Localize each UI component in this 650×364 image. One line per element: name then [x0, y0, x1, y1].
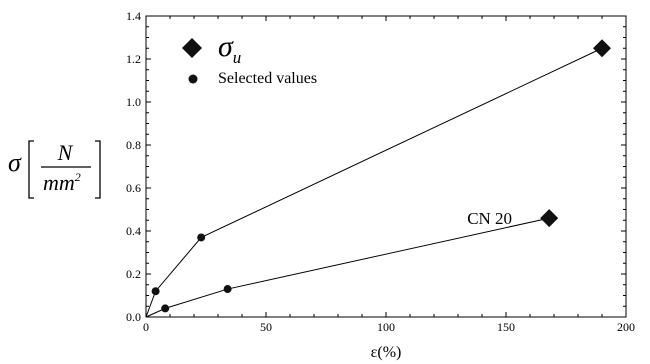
legend-marker-circle: [188, 74, 198, 84]
data-point-circle: [161, 304, 170, 313]
y-tick-label: 1.0: [126, 95, 141, 109]
data-point-circle: [223, 285, 232, 294]
series-vx-5: VX 5: [145, 39, 611, 318]
legend-label-selected-values: Selected values: [218, 70, 317, 87]
data-point-diamond: [540, 209, 559, 228]
y-tick-label: 0.8: [126, 138, 141, 152]
y-axis-label-exponent: 2: [75, 170, 81, 184]
y-axis-label-numerator: N: [57, 140, 74, 165]
x-tick-label: 0: [143, 320, 149, 334]
x-tick-label: 50: [260, 320, 272, 334]
data-point-diamond: [593, 39, 611, 58]
legend-diamond-shape: [182, 38, 202, 58]
series-cn-20: CN 20: [145, 209, 559, 318]
y-tick-label: 1.4: [126, 9, 141, 23]
y-axis-label-denominator-base: mm: [43, 170, 75, 195]
legend-circle-shape: [188, 74, 198, 84]
data-point-circle: [197, 233, 206, 242]
legend-sigma-subscript: u: [233, 48, 242, 67]
x-tick-label: 100: [377, 320, 395, 334]
y-tick-label: 0.6: [126, 181, 141, 195]
data-point-circle: [151, 287, 160, 296]
y-axis-label-left-bracket: [28, 140, 34, 199]
y-tick-label: 0.2: [126, 267, 141, 281]
legend-marker-diamond: [182, 38, 202, 58]
y-tick-label: 1.2: [126, 52, 141, 66]
legend-sigma-symbol: σ: [218, 30, 234, 63]
y-axis-label-denominator: mm2: [43, 170, 81, 195]
x-axis-label: ε(%): [371, 344, 402, 361]
y-tick-label: 0.4: [126, 224, 141, 238]
legend: σu Selected values: [182, 30, 317, 87]
series-label: CN 20: [467, 209, 512, 228]
series-layer: VX 5CN 20: [145, 39, 611, 318]
series-line: [145, 217, 550, 318]
y-axis-label-right-bracket: [95, 140, 101, 199]
y-axis-label-symbol: σ: [8, 148, 22, 177]
series-line: [145, 47, 603, 318]
y-axis-label: σ N mm2: [8, 140, 101, 199]
axis-ticks: 0 50 100 150 200 0.0 0.2 0.4 0.6 0.8 1.0 1.2 1.4: [126, 9, 635, 334]
x-tick-label: 200: [617, 320, 635, 334]
legend-label-sigma-u: σu: [218, 30, 241, 67]
y-tick-label: 0.0: [126, 310, 141, 324]
x-tick-label: 150: [497, 320, 515, 334]
